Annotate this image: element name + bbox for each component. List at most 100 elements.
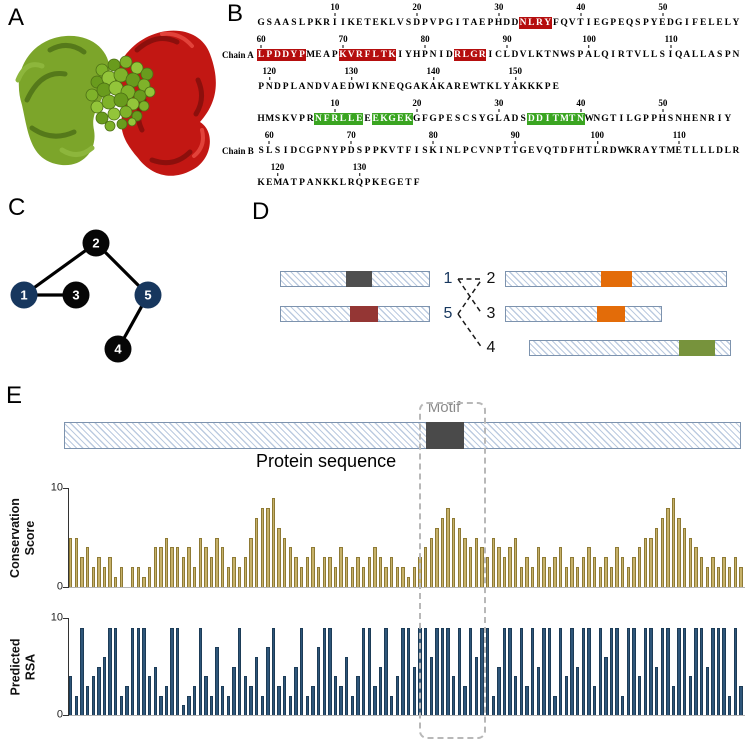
rsa-bar xyxy=(136,627,140,715)
ruler-tick-number: 30 xyxy=(494,2,504,12)
mapping-line xyxy=(457,313,483,349)
rsa-bar xyxy=(637,676,642,715)
rsa-bar xyxy=(570,627,574,715)
residue: L xyxy=(495,114,502,124)
rsa-bar xyxy=(711,627,715,715)
ruler-tick-number: 50 xyxy=(658,98,668,108)
residue: P xyxy=(282,82,289,92)
conservation-bar xyxy=(598,567,602,587)
rsa-bar xyxy=(716,627,721,715)
conservation-bar xyxy=(277,527,281,587)
residue: L xyxy=(339,178,347,188)
rsa-bar xyxy=(97,666,101,715)
residue: K xyxy=(347,18,355,28)
residue: P xyxy=(577,50,584,60)
conservation-bar xyxy=(621,557,625,587)
residue: K xyxy=(380,18,388,28)
interface-box-3 xyxy=(597,306,625,322)
rsa-bar xyxy=(463,685,467,715)
residue: L xyxy=(700,50,707,60)
sequence-ruler: 120 130 140 150 xyxy=(257,67,749,81)
conservation-bar xyxy=(485,557,490,587)
interface-box-1 xyxy=(346,271,372,287)
graph-node-label-2: 2 xyxy=(92,236,99,251)
conservation-bar xyxy=(232,557,236,587)
rsa-bar xyxy=(401,627,405,715)
residue: A xyxy=(282,178,290,188)
rsa-bar xyxy=(339,685,343,715)
residue: E xyxy=(478,18,486,28)
residue: K xyxy=(625,146,634,156)
conservation-bar xyxy=(407,577,411,587)
residue: L xyxy=(495,82,502,92)
residue: N xyxy=(306,82,314,92)
node-number-4: 4 xyxy=(486,339,496,356)
residue: P xyxy=(364,146,371,156)
ruler-tick-number: 10 xyxy=(330,98,340,108)
rsa-bar xyxy=(266,647,270,715)
rsa-bar xyxy=(733,627,738,715)
rsa-bar xyxy=(328,627,332,715)
rsa-bar xyxy=(739,685,743,715)
sequence-ruler: 10 20 30 40 50 xyxy=(257,99,749,113)
rsa-bar xyxy=(333,676,338,715)
rsa-bar xyxy=(423,627,428,715)
residue: E xyxy=(388,82,396,92)
residue-highlighted: Y xyxy=(289,49,298,61)
rsa-bar xyxy=(305,695,309,715)
rsa-bar xyxy=(474,656,478,715)
residue: T xyxy=(462,18,469,28)
ruler-tick: 140 xyxy=(427,67,440,80)
conservation-bar xyxy=(215,537,219,587)
rsa-bar xyxy=(609,627,614,715)
ruler-tick: 20 xyxy=(412,99,421,112)
rsa-bar xyxy=(91,676,95,715)
conservation-bar xyxy=(254,517,259,587)
conservation-bar xyxy=(271,497,276,587)
residue: Y xyxy=(724,114,732,124)
residue: S xyxy=(291,18,297,28)
residue: G xyxy=(257,18,265,28)
rsa-bar xyxy=(457,627,462,715)
residue: E xyxy=(528,146,535,156)
residue: K xyxy=(519,82,527,92)
conservation-bar xyxy=(457,527,462,587)
conservation-bar xyxy=(570,557,574,587)
y-tick-mark xyxy=(63,488,69,489)
residue-highlighted: D xyxy=(273,49,282,61)
ruler-tick: 60 xyxy=(257,35,266,48)
conservation-bar xyxy=(452,517,456,587)
conservation-bar xyxy=(159,547,163,587)
residue: A xyxy=(470,18,478,28)
residue-highlighted: Y xyxy=(543,17,552,29)
ruler-tick: 20 xyxy=(412,3,421,16)
ruler-tick-number: 90 xyxy=(510,130,520,140)
conservation-bar xyxy=(491,537,495,587)
conservation-bar xyxy=(238,567,242,587)
residue: D xyxy=(445,50,453,60)
y-tick-label: 10 xyxy=(50,481,63,494)
ruler-tick-number: 30 xyxy=(494,98,504,108)
conservation-bar xyxy=(350,567,355,587)
conservation-bar xyxy=(74,537,79,587)
residue: A xyxy=(298,82,306,92)
residue: D xyxy=(511,50,519,60)
rsa-bar xyxy=(254,656,259,715)
residue-highlighted: R xyxy=(478,49,487,61)
residue: K xyxy=(372,82,380,92)
graph-node-4 xyxy=(104,335,132,363)
ruler-tick-mark xyxy=(678,141,680,144)
residue: R xyxy=(634,146,642,156)
residue: W xyxy=(469,82,480,92)
interface-box-2 xyxy=(601,271,632,287)
graph-edge xyxy=(23,241,97,297)
conservation-bar xyxy=(294,557,298,587)
residue: L xyxy=(593,146,600,156)
residue: N xyxy=(699,114,707,124)
rsa-bar xyxy=(480,627,484,715)
conservation-bar xyxy=(181,557,186,587)
rsa-bar xyxy=(74,695,79,715)
conservation-bar xyxy=(260,507,264,587)
residue: N xyxy=(445,146,453,156)
residue: K xyxy=(486,82,495,92)
